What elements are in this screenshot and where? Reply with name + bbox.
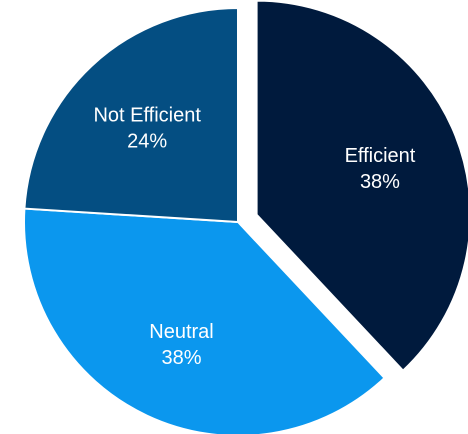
slice-label: Efficient: [345, 145, 416, 167]
pie-slice-not-efficient: [23, 6, 239, 224]
slice-label: Neutral: [149, 321, 213, 343]
slice-value-label: 38%: [161, 347, 201, 369]
slice-value-label: 38%: [360, 171, 400, 193]
slice-label: Not Efficient: [93, 104, 201, 126]
slice-value-label: 24%: [127, 130, 167, 152]
pie-slice-efficient: [255, 0, 468, 373]
pie-labels: Efficient 38% Neutral 38% Not Efficient 24%: [93, 104, 415, 369]
pie-slices: [23, 0, 468, 434]
pie-slice-neutral: [23, 207, 386, 434]
